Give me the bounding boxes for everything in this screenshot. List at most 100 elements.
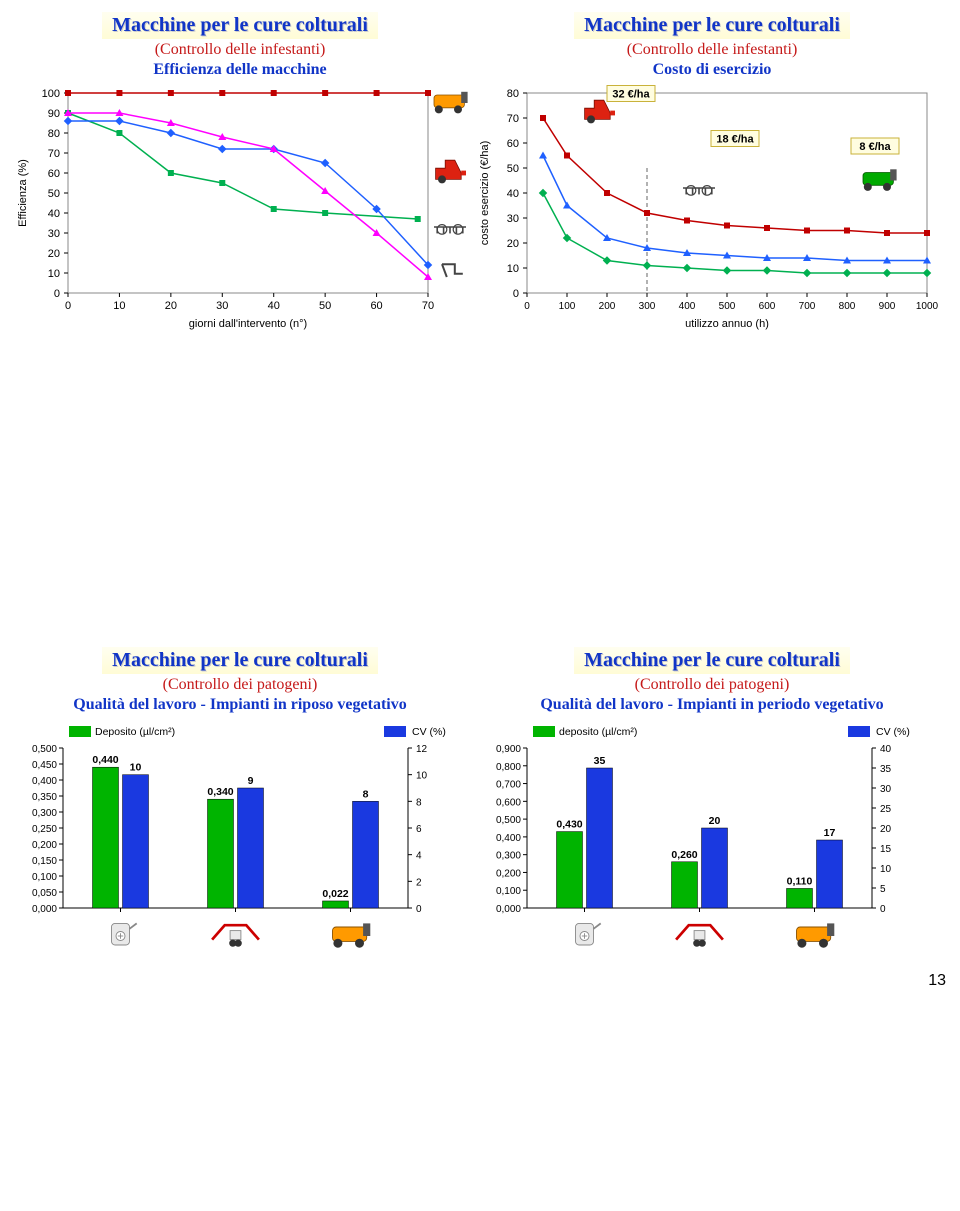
chart-br: 0,000 0,100 0,200 0,300 0,400 0,500 0,600 0,700… <box>472 718 952 988</box>
svg-text:0,000: 0,000 <box>496 904 521 915</box>
panel-bl-header: Macchine per le cure colturali (Controll… <box>8 643 472 716</box>
svg-text:Deposito (µl/cm²): Deposito (µl/cm²) <box>95 726 175 738</box>
svg-text:30: 30 <box>216 300 228 312</box>
svg-text:0,500: 0,500 <box>32 744 57 755</box>
svg-text:giorni dall'intervento (n°): giorni dall'intervento (n°) <box>189 318 307 330</box>
svg-text:0,022: 0,022 <box>322 888 348 900</box>
panel-tr-title: Macchine per le cure colturali <box>574 12 850 39</box>
svg-text:20: 20 <box>48 248 60 260</box>
svg-text:0,600: 0,600 <box>496 797 521 808</box>
svg-text:40: 40 <box>880 744 892 755</box>
svg-text:0: 0 <box>513 288 519 300</box>
svg-text:0,000: 0,000 <box>32 904 57 915</box>
svg-text:30: 30 <box>48 228 60 240</box>
svg-text:0,400: 0,400 <box>496 833 521 844</box>
svg-text:0,900: 0,900 <box>496 744 521 755</box>
svg-text:700: 700 <box>799 301 816 312</box>
svg-text:40: 40 <box>507 188 519 200</box>
svg-text:20: 20 <box>709 815 721 827</box>
panel-tr-sub1: (Controllo delle infestanti) <box>480 41 944 59</box>
svg-text:8 €/ha: 8 €/ha <box>859 141 891 153</box>
svg-text:80: 80 <box>48 128 60 140</box>
panel-br-sub2: Qualità del lavoro - Impianti in periodo… <box>480 696 944 714</box>
svg-text:0,200: 0,200 <box>32 840 57 851</box>
svg-text:60: 60 <box>48 168 60 180</box>
svg-text:0: 0 <box>524 301 530 312</box>
spacer <box>472 353 952 643</box>
svg-text:0,110: 0,110 <box>787 875 813 887</box>
svg-text:CV (%): CV (%) <box>876 726 910 738</box>
panel-br-header: Macchine per le cure colturali (Controll… <box>472 643 952 716</box>
svg-text:35: 35 <box>880 764 892 775</box>
svg-text:30: 30 <box>507 213 519 225</box>
svg-text:300: 300 <box>639 301 656 312</box>
svg-text:0,260: 0,260 <box>671 849 697 861</box>
svg-text:0,300: 0,300 <box>32 808 57 819</box>
svg-text:0: 0 <box>65 300 71 312</box>
svg-text:8: 8 <box>363 788 369 800</box>
svg-text:0,300: 0,300 <box>496 851 521 862</box>
chart-tl: 0 10 20 30 40 50 60 70 0 10 20 30 40 50 60 70 80 90 100 gio… <box>8 83 468 353</box>
svg-text:900: 900 <box>879 301 896 312</box>
svg-text:15: 15 <box>880 844 892 855</box>
svg-text:50: 50 <box>48 188 60 200</box>
svg-text:0: 0 <box>54 288 60 300</box>
svg-text:500: 500 <box>719 301 736 312</box>
svg-text:10: 10 <box>507 263 519 275</box>
svg-text:20: 20 <box>880 824 892 835</box>
svg-text:0,250: 0,250 <box>32 824 57 835</box>
svg-text:9: 9 <box>248 775 254 787</box>
panel-tl-sub1: (Controllo delle infestanti) <box>16 41 464 59</box>
svg-text:600: 600 <box>759 301 776 312</box>
panel-tr: 0100200300400500600700800900100001020304… <box>472 83 952 353</box>
panel-bl-sub1: (Controllo dei patogeni) <box>16 676 464 694</box>
svg-text:0,500: 0,500 <box>496 815 521 826</box>
svg-text:100: 100 <box>559 301 576 312</box>
svg-text:10: 10 <box>416 771 428 782</box>
svg-text:50: 50 <box>319 300 331 312</box>
svg-text:10: 10 <box>880 864 892 875</box>
svg-text:0,100: 0,100 <box>32 872 57 883</box>
svg-text:100: 100 <box>42 88 60 100</box>
svg-text:40: 40 <box>268 300 280 312</box>
svg-text:0,100: 0,100 <box>496 886 521 897</box>
svg-text:70: 70 <box>422 300 434 312</box>
svg-text:90: 90 <box>48 108 60 120</box>
svg-text:80: 80 <box>507 88 519 100</box>
svg-text:20: 20 <box>165 300 177 312</box>
panel-br-sub1: (Controllo dei patogeni) <box>480 676 944 694</box>
svg-text:70: 70 <box>48 148 60 160</box>
svg-text:50: 50 <box>507 163 519 175</box>
svg-text:0,350: 0,350 <box>32 792 57 803</box>
svg-text:0,430: 0,430 <box>556 819 582 831</box>
svg-text:40: 40 <box>48 208 60 220</box>
svg-text:400: 400 <box>679 301 696 312</box>
chart-bl: 0,0000,0500,1000,1500,2000,2500,3000,350… <box>8 718 468 988</box>
svg-text:10: 10 <box>113 300 125 312</box>
svg-text:1000: 1000 <box>916 301 939 312</box>
panel-tl-sub2: Efficienza delle macchine <box>16 61 464 79</box>
spacer <box>8 353 472 643</box>
svg-text:60: 60 <box>370 300 382 312</box>
svg-text:0,340: 0,340 <box>207 786 233 798</box>
svg-text:0,200: 0,200 <box>496 868 521 879</box>
panel-br: 0,000 0,100 0,200 0,300 0,400 0,500 0,600 0,700… <box>472 718 952 988</box>
svg-text:17: 17 <box>824 827 836 839</box>
svg-text:2: 2 <box>416 877 422 888</box>
svg-text:800: 800 <box>839 301 856 312</box>
panel-br-title: Macchine per le cure colturali <box>574 647 850 674</box>
panel-bl-title: Macchine per le cure colturali <box>102 647 378 674</box>
svg-text:32 €/ha: 32 €/ha <box>612 89 650 101</box>
panel-tl: 0 10 20 30 40 50 60 70 0 10 20 30 40 50 60 70 80 90 100 gio… <box>8 83 472 353</box>
svg-text:0,700: 0,700 <box>496 780 521 791</box>
svg-text:200: 200 <box>599 301 616 312</box>
panel-bl-sub2: Qualità del lavoro - Impianti in riposo … <box>16 696 464 714</box>
panel-bl: 0,0000,0500,1000,1500,2000,2500,3000,350… <box>8 718 472 988</box>
svg-text:Efficienza (%): Efficienza (%) <box>17 159 29 227</box>
svg-text:25: 25 <box>880 804 892 815</box>
page-number: 13 <box>928 972 946 990</box>
svg-text:10: 10 <box>48 268 60 280</box>
svg-text:0: 0 <box>880 904 886 915</box>
svg-text:0,440: 0,440 <box>92 754 118 766</box>
svg-text:deposito (µl/cm²): deposito (µl/cm²) <box>559 726 637 738</box>
